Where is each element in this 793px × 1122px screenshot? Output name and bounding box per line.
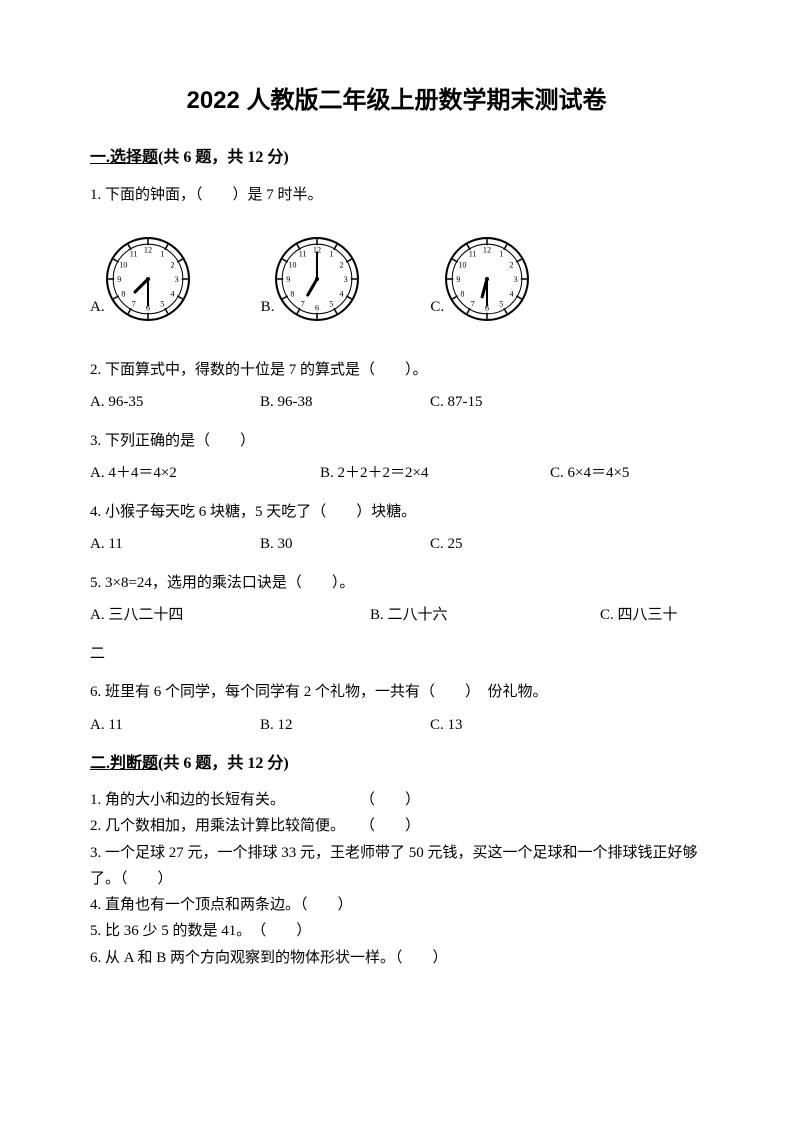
svg-text:1: 1 [330,249,334,258]
svg-text:7: 7 [301,299,305,308]
clock-icon: 1212 345 678 91011 [105,236,191,322]
page: 2022 人教版二年级上册数学期末测试卷 一.选择题(共 6 题，共 12 分)… [0,0,793,1122]
svg-text:11: 11 [299,249,307,258]
q4-opt-b: B. 30 [260,530,430,559]
svg-text:8: 8 [291,289,295,298]
q5-opt-c-line1: C. 四八三十 [600,601,700,630]
q3-opt-b: B. 2＋2＋2＝2×4 [320,459,550,488]
q5-opt-b: B. 二八十六 [370,601,600,630]
svg-text:4: 4 [340,289,344,298]
clock-icon: 1212 345 678 91011 [274,236,360,322]
svg-text:1: 1 [160,249,164,258]
question-3-text: 3. 下列正确的是（ ） [90,427,703,456]
question-4-text: 4. 小猴子每天吃 6 块糖，5 天吃了（ ）块糖。 [90,498,703,527]
q2-opt-a: A. 96-35 [90,388,260,417]
q6-opt-c: C. 13 [430,711,600,740]
svg-text:11: 11 [129,249,137,258]
question-2-options: A. 96-35 B. 96-38 C. 87-15 [90,388,703,417]
section-1-header: 一.选择题(共 6 题，共 12 分) [90,143,703,167]
svg-text:10: 10 [458,260,466,269]
page-title: 2022 人教版二年级上册数学期末测试卷 [90,80,703,115]
question-2-text: 2. 下面算式中，得数的十位是 7 的算式是（ ）。 [90,356,703,385]
svg-text:2: 2 [510,260,514,269]
tf-item-1: 1. 角的大小和边的长短有关。 （ ） [90,787,703,813]
svg-text:8: 8 [461,289,465,298]
svg-text:6: 6 [315,303,319,312]
svg-text:4: 4 [170,289,174,298]
svg-text:5: 5 [330,299,334,308]
tf-item-4: 4. 直角也有一个顶点和两条边。（ ） [90,892,703,918]
svg-text:9: 9 [456,275,460,284]
section-2-suffix: (共 6 题，共 12 分) [158,755,289,772]
section-2-name: 判断题 [110,755,158,772]
q1-option-a: A. 1212 345 678 [90,236,191,322]
question-3-options: A. 4＋4＝4×2 B. 2＋2＋2＝2×4 C. 6×4＝4×5 [90,459,703,488]
q3-opt-a: A. 4＋4＝4×2 [90,459,320,488]
question-6-text: 6. 班里有 6 个同学，每个同学有 2 个礼物，一共有（ ） 份礼物。 [90,678,703,707]
svg-text:5: 5 [160,299,164,308]
svg-text:9: 9 [117,275,121,284]
svg-text:8: 8 [121,289,125,298]
svg-text:2: 2 [170,260,174,269]
question-1: 1. 下面的钟面，（ ）是 7 时半。 A. 12 [90,181,703,322]
section-2-prefix: 二. [90,755,110,772]
q4-opt-a: A. 11 [90,530,260,559]
tf-item-6: 6. 从 A 和 B 两个方向观察到的物体形状一样。（ ） [90,945,703,971]
q1-option-c: C. 1212 345 678 [430,236,530,322]
question-5-options: A. 三八二十四 B. 二八十六 C. 四八三十 [90,601,703,630]
svg-text:2: 2 [340,260,344,269]
question-3: 3. 下列正确的是（ ） A. 4＋4＝4×2 B. 2＋2＋2＝2×4 C. … [90,427,703,488]
q5-opt-c-line2: 二 [90,640,703,669]
clock-icon: 1212 345 678 91011 [444,236,530,322]
section-1-prefix: 一. [90,149,110,166]
q1-opt-c-label: C. [430,293,444,322]
question-2: 2. 下面算式中，得数的十位是 7 的算式是（ ）。 A. 96-35 B. 9… [90,356,703,417]
q3-opt-c: C. 6×4＝4×5 [550,459,690,488]
svg-text:12: 12 [483,245,491,254]
question-5-text: 5. 3×8=24，选用的乘法口诀是（ ）。 [90,569,703,598]
question-5: 5. 3×8=24，选用的乘法口诀是（ ）。 A. 三八二十四 B. 二八十六 … [90,569,703,669]
tf-item-5: 5. 比 36 少 5 的数是 41。 （ ） [90,918,703,944]
q1-option-b: B. 1212 345 678 [261,236,361,322]
svg-text:9: 9 [287,275,291,284]
q6-opt-b: B. 12 [260,711,430,740]
q1-opt-a-label: A. [90,293,105,322]
svg-text:3: 3 [344,275,348,284]
svg-text:1: 1 [499,249,503,258]
q5-opt-a: A. 三八二十四 [90,601,370,630]
question-1-clock-row: A. 1212 345 678 [90,236,703,322]
question-6: 6. 班里有 6 个同学，每个同学有 2 个礼物，一共有（ ） 份礼物。 A. … [90,678,703,739]
question-1-text: 1. 下面的钟面，（ ）是 7 时半。 [90,181,703,210]
question-4-options: A. 11 B. 30 C. 25 [90,530,703,559]
svg-text:10: 10 [289,260,297,269]
svg-text:5: 5 [499,299,503,308]
svg-text:10: 10 [119,260,127,269]
svg-text:7: 7 [471,299,475,308]
svg-text:3: 3 [174,275,178,284]
section-2-header: 二.判断题(共 6 题，共 12 分) [90,749,703,773]
svg-text:4: 4 [510,289,514,298]
q2-opt-b: B. 96-38 [260,388,430,417]
svg-text:3: 3 [514,275,518,284]
q1-opt-b-label: B. [261,293,275,322]
q4-opt-c: C. 25 [430,530,600,559]
q6-opt-a: A. 11 [90,711,260,740]
section-1-suffix: (共 6 题，共 12 分) [158,149,289,166]
q2-opt-c: C. 87-15 [430,388,600,417]
question-6-options: A. 11 B. 12 C. 13 [90,711,703,740]
question-4: 4. 小猴子每天吃 6 块糖，5 天吃了（ ）块糖。 A. 11 B. 30 C… [90,498,703,559]
svg-text:7: 7 [131,299,135,308]
tf-item-3: 3. 一个足球 27 元，一个排球 33 元，王老师带了 50 元钱，买这一个足… [90,840,703,893]
section-1-name: 选择题 [110,149,158,166]
true-false-list: 1. 角的大小和边的长短有关。 （ ） 2. 几个数相加，用乘法计算比较简便。 … [90,787,703,971]
tf-item-2: 2. 几个数相加，用乘法计算比较简便。 （ ） [90,813,703,839]
svg-text:11: 11 [469,249,477,258]
svg-text:12: 12 [144,245,152,254]
